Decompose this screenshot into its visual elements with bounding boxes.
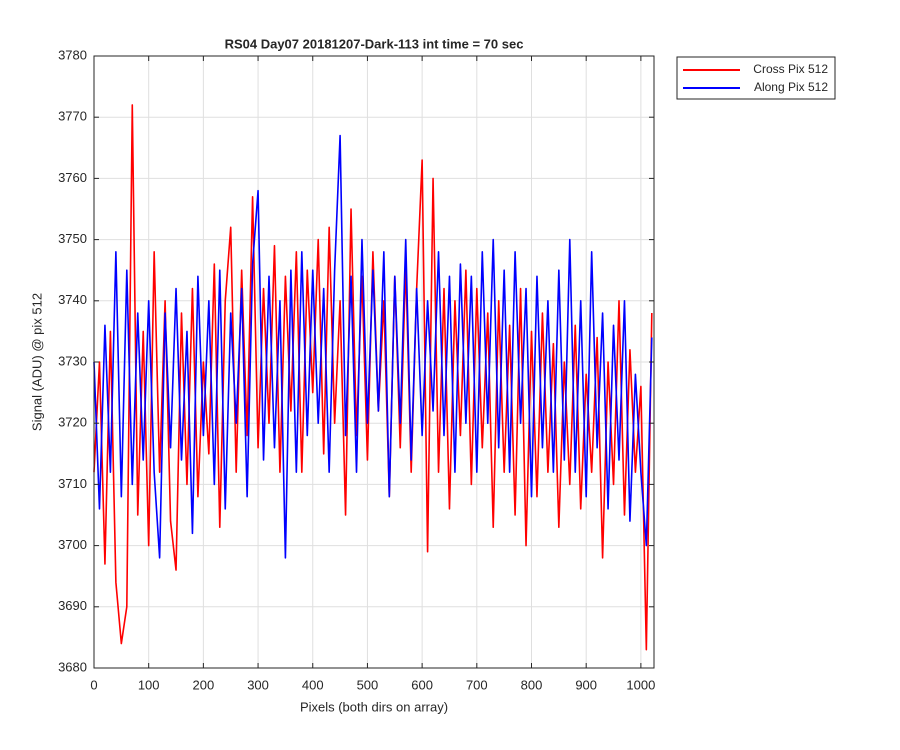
x-tick-label: 100 xyxy=(138,677,160,692)
y-tick-label: 3780 xyxy=(58,47,87,62)
x-axis-label: Pixels (both dirs on array) xyxy=(300,699,448,714)
x-tick-label: 0 xyxy=(90,677,97,692)
x-tick-label: 900 xyxy=(575,677,597,692)
plot-lines xyxy=(93,104,653,651)
y-tick-label: 3760 xyxy=(58,170,87,185)
y-tick-label: 3690 xyxy=(58,598,87,613)
x-tick-label: 400 xyxy=(302,677,324,692)
y-tick-label: 3710 xyxy=(58,476,87,491)
x-tick-label: 1000 xyxy=(626,677,655,692)
chart-title: RS04 Day07 20181207-Dark-113 int time = … xyxy=(225,36,524,51)
legend-box xyxy=(676,56,836,100)
x-tick-label: 700 xyxy=(466,677,488,692)
y-tick-label: 3730 xyxy=(58,353,87,368)
x-tick-label: 800 xyxy=(521,677,543,692)
y-axis-label: Signal (ADU) @ pix 512 xyxy=(29,293,44,431)
y-tick-label: 3750 xyxy=(58,231,87,246)
y-tick-label: 3680 xyxy=(58,659,87,674)
y-tick-label: 3720 xyxy=(58,415,87,430)
y-tick-label: 3740 xyxy=(58,292,87,307)
axes-ticks: 3680 3690 3700 3710 3720 3730 3740 3750 3760 3770… xyxy=(58,47,655,692)
x-tick-label: 300 xyxy=(247,677,269,692)
y-tick-label: 3700 xyxy=(58,537,87,552)
legend: Cross Pix 512 Along Pix 512 xyxy=(683,62,828,94)
series-line xyxy=(93,134,653,559)
x-tick-label: 500 xyxy=(357,677,379,692)
y-tick-label: 3770 xyxy=(58,109,87,124)
x-tick-label: 600 xyxy=(411,677,433,692)
x-tick-label: 200 xyxy=(193,677,215,692)
legend-label: Cross Pix 512 xyxy=(753,62,828,76)
series-line xyxy=(93,104,653,651)
legend-label: Along Pix 512 xyxy=(754,80,828,94)
